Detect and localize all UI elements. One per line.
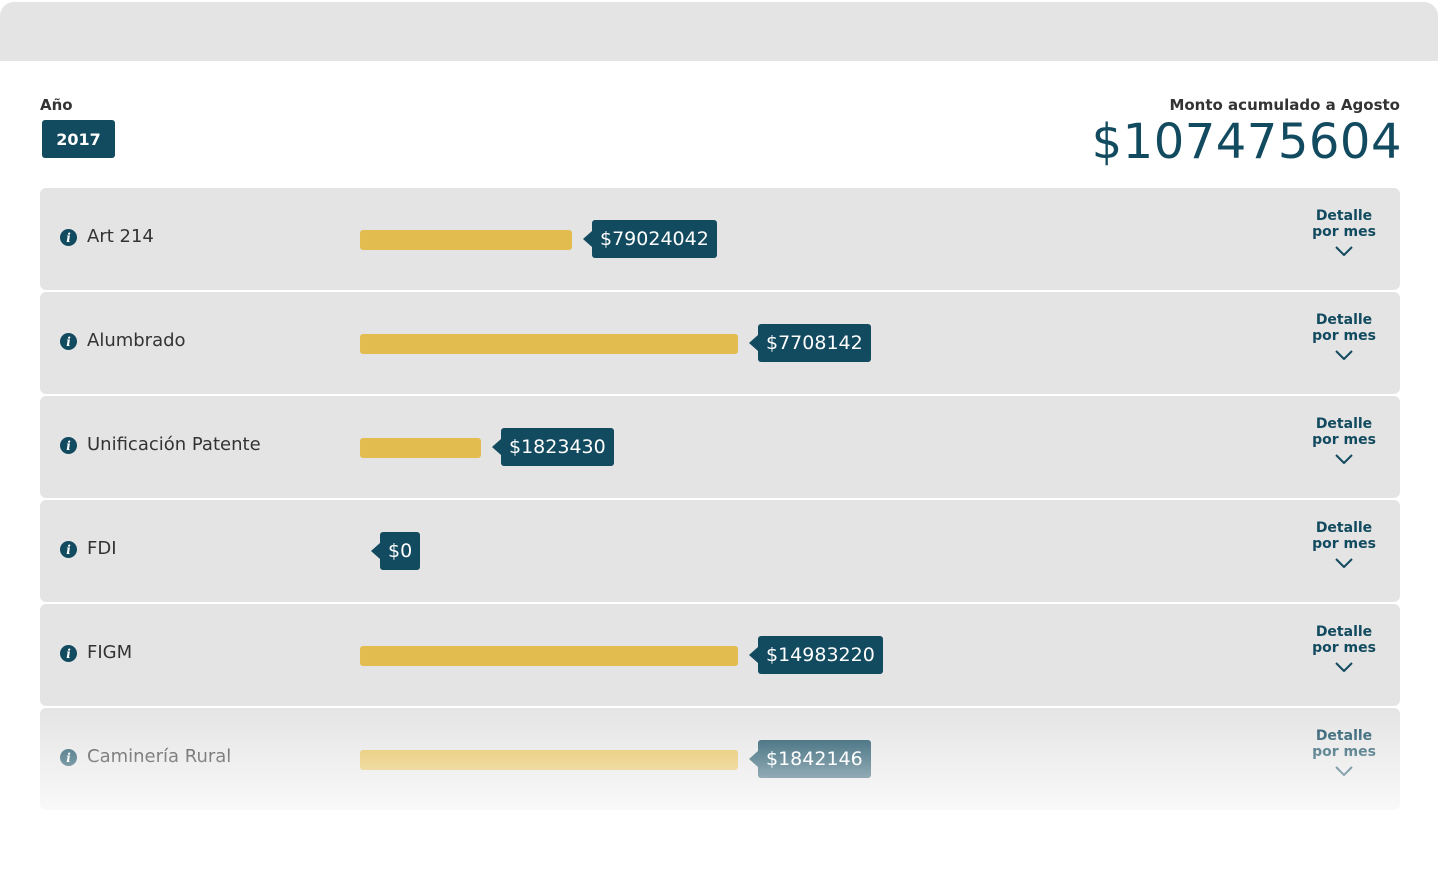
fund-label: Caminería Rural bbox=[87, 746, 232, 767]
fund-label: FDI bbox=[87, 538, 117, 559]
fund-bar bbox=[360, 230, 572, 250]
fund-row[interactable]: i Alumbrado $7708142 Detalle por mes bbox=[40, 292, 1400, 394]
detail-por-mes-button[interactable]: Detalle por mes bbox=[1312, 416, 1376, 464]
fund-value-tag: $0 bbox=[370, 532, 421, 570]
detail-label-line2: por mes bbox=[1312, 640, 1376, 656]
chevron-down-icon bbox=[1335, 766, 1353, 776]
detail-label-line2: por mes bbox=[1312, 328, 1376, 344]
chevron-down-icon bbox=[1335, 558, 1353, 568]
detail-por-mes-button[interactable]: Detalle por mes bbox=[1312, 520, 1376, 568]
detail-label-line1: Detalle bbox=[1315, 624, 1373, 640]
fund-bar bbox=[360, 646, 738, 666]
fund-value-tag: $79024042 bbox=[583, 220, 717, 258]
detail-label-line1: Detalle bbox=[1315, 416, 1373, 432]
detail-label-line1: Detalle bbox=[1315, 520, 1373, 536]
info-icon[interactable]: i bbox=[60, 333, 77, 350]
info-icon[interactable]: i bbox=[60, 541, 77, 558]
chevron-down-icon bbox=[1335, 246, 1353, 256]
detail-por-mes-button[interactable]: Detalle por mes bbox=[1312, 624, 1376, 672]
detail-label-line2: por mes bbox=[1312, 432, 1376, 448]
detail-por-mes-button[interactable]: Detalle por mes bbox=[1312, 312, 1376, 360]
chevron-down-icon bbox=[1335, 350, 1353, 360]
chevron-down-icon bbox=[1335, 454, 1353, 464]
chevron-down-icon bbox=[1335, 662, 1353, 672]
fund-label: Unificación Patente bbox=[87, 434, 261, 455]
fund-label: Alumbrado bbox=[87, 330, 186, 351]
fund-bar bbox=[360, 438, 481, 458]
info-icon[interactable]: i bbox=[60, 229, 77, 246]
fund-value-tag: $1823430 bbox=[492, 428, 614, 466]
info-icon[interactable]: i bbox=[60, 437, 77, 454]
fund-row[interactable]: i Caminería Rural $1842146 Detalle por m… bbox=[40, 708, 1400, 810]
info-icon[interactable]: i bbox=[60, 645, 77, 662]
year-selector-button[interactable]: 2017 bbox=[42, 120, 115, 158]
fund-row[interactable]: i FDI $0 Detalle por mes bbox=[40, 500, 1400, 602]
detail-label-line1: Detalle bbox=[1315, 312, 1373, 328]
info-icon[interactable]: i bbox=[60, 749, 77, 766]
detail-label-line1: Detalle bbox=[1315, 728, 1373, 744]
fund-row[interactable]: i Unificación Patente $1823430 Detalle p… bbox=[40, 396, 1400, 498]
fund-bar bbox=[360, 334, 738, 354]
fund-value-tag: $7708142 bbox=[749, 324, 871, 362]
fund-list: i Art 214 $79024042 Detalle por mes i Al… bbox=[40, 188, 1400, 812]
fund-label: FIGM bbox=[87, 642, 133, 663]
top-bar bbox=[0, 2, 1438, 61]
fund-value-tag: $14983220 bbox=[749, 636, 883, 674]
detail-label-line1: Detalle bbox=[1315, 208, 1373, 224]
fund-label: Art 214 bbox=[87, 226, 154, 247]
fund-row[interactable]: i Art 214 $79024042 Detalle por mes bbox=[40, 188, 1400, 290]
fund-row[interactable]: i FIGM $14983220 Detalle por mes bbox=[40, 604, 1400, 706]
total-value: $107475604 bbox=[1091, 114, 1402, 170]
detail-por-mes-button[interactable]: Detalle por mes bbox=[1312, 728, 1376, 776]
fund-value-tag: $1842146 bbox=[749, 740, 871, 778]
detail-label-line2: por mes bbox=[1312, 536, 1376, 552]
detail-label-line2: por mes bbox=[1312, 224, 1376, 240]
total-label: Monto acumulado a Agosto bbox=[1169, 96, 1400, 114]
detail-por-mes-button[interactable]: Detalle por mes bbox=[1312, 208, 1376, 256]
detail-label-line2: por mes bbox=[1312, 744, 1376, 760]
year-label: Año bbox=[40, 96, 73, 114]
fund-bar bbox=[360, 750, 738, 770]
